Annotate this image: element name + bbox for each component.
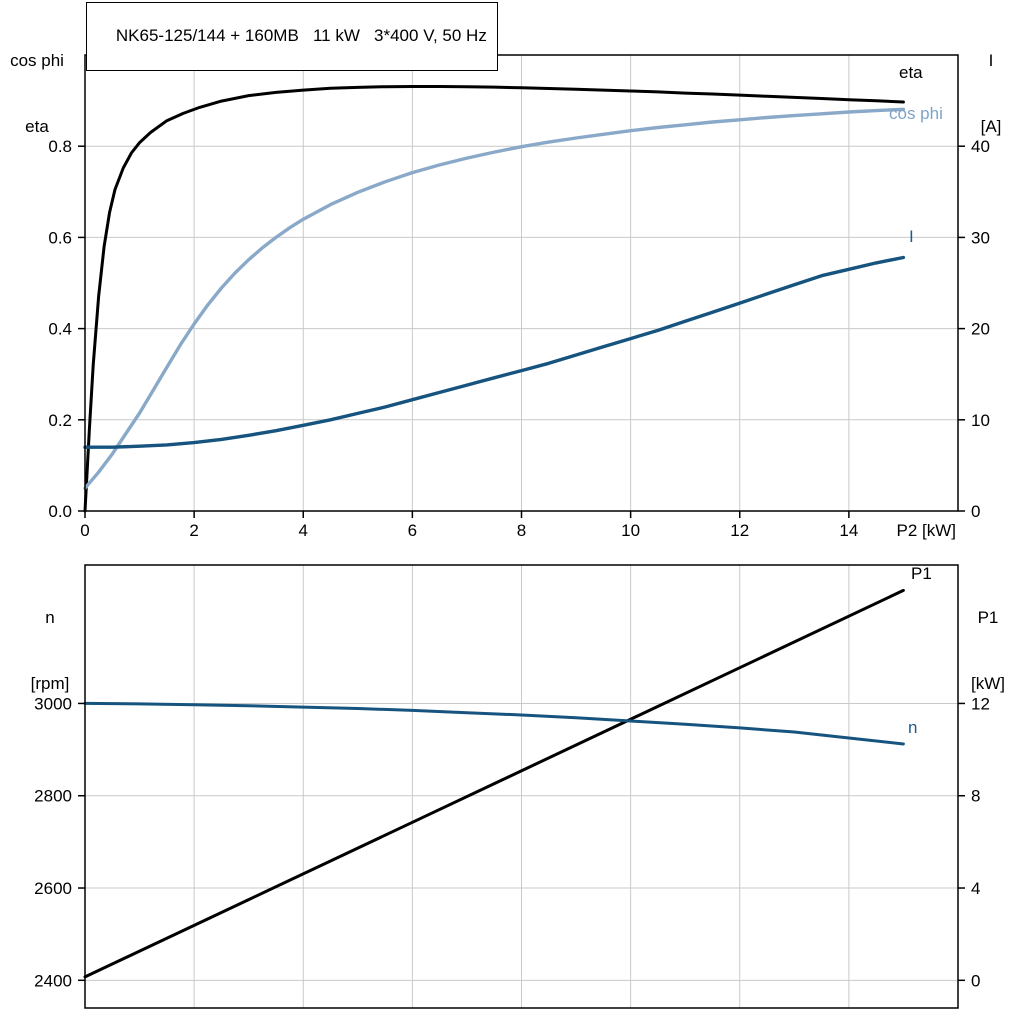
curve-label-eta: eta (899, 63, 923, 82)
top-right-axis-unit: I [A] (964, 6, 1018, 182)
right-axis-tick-label: 40 (971, 137, 990, 156)
x-axis-tick-label: 10 (621, 521, 640, 540)
axis-label-n: n (45, 608, 55, 627)
x-axis-label-p2: P2 [kW] (896, 521, 956, 540)
bottom-right-axis-unit: P1 [kW] (960, 563, 1016, 739)
x-axis-tick-label: 8 (517, 521, 526, 540)
left-axis-tick-label: 3000 (34, 694, 72, 713)
right-axis-tick-label: 0 (971, 971, 980, 990)
axis-label-current: I (988, 51, 994, 70)
x-axis-tick-label: 4 (299, 521, 308, 540)
x-axis-tick-label: 12 (730, 521, 749, 540)
right-axis-tick-label: 10 (971, 411, 990, 430)
left-axis-tick-label: 2400 (34, 971, 72, 990)
curve-n (83, 701, 905, 746)
curve-eta (83, 85, 905, 513)
left-axis-tick-label: 0.2 (48, 411, 72, 430)
curve-i (83, 255, 906, 449)
curve-label-current: I (909, 227, 914, 246)
x-axis-tick-label: 14 (839, 521, 858, 540)
curve-label-cos-phi: cos phi (889, 104, 943, 123)
axis-label-p1: P1 (977, 608, 999, 627)
left-axis-tick-label: 2800 (34, 787, 72, 806)
curve-p1 (83, 588, 905, 979)
plot-frame (84, 564, 959, 1009)
curve-cos-phi (83, 107, 906, 490)
right-axis-tick-label: 30 (971, 228, 990, 247)
right-axis-tick-label: 12 (971, 694, 990, 713)
curve-label-n: n (908, 718, 918, 737)
axis-label-cos-phi: cos phi (10, 51, 64, 70)
left-axis-tick-label: 2600 (34, 879, 72, 898)
axis-label-rpm-unit: [rpm] (30, 674, 70, 693)
right-axis-tick-label: 0 (971, 502, 980, 521)
right-axis-tick-label: 8 (971, 787, 980, 806)
chart-title-text: NK65-125/144 + 160MB 11 kW 3*400 V, 50 H… (115, 26, 487, 45)
bottom-left-axis-unit: n [rpm] (18, 563, 82, 739)
left-axis-tick-label: 0.6 (48, 228, 72, 247)
axis-label-eta: eta (25, 117, 49, 136)
axis-label-kw-unit: [kW] (971, 674, 1005, 693)
x-axis-tick-label: 6 (408, 521, 417, 540)
right-axis-tick-label: 4 (971, 879, 980, 898)
left-axis-tick-label: 0.8 (48, 137, 72, 156)
right-axis-tick-label: 20 (971, 320, 990, 339)
axis-label-ampere-unit: [A] (980, 117, 1002, 136)
chart-title-box: NK65-125/144 + 160MB 11 kW 3*400 V, 50 H… (86, 2, 498, 71)
curve-label-p1: P1 (911, 564, 932, 583)
top-left-axis-unit: cos phi eta (2, 6, 72, 182)
x-axis-tick-label: 0 (80, 521, 89, 540)
left-axis-tick-label: 0.4 (48, 320, 72, 339)
x-axis-tick-label: 2 (189, 521, 198, 540)
left-axis-tick-label: 0.0 (48, 502, 72, 521)
